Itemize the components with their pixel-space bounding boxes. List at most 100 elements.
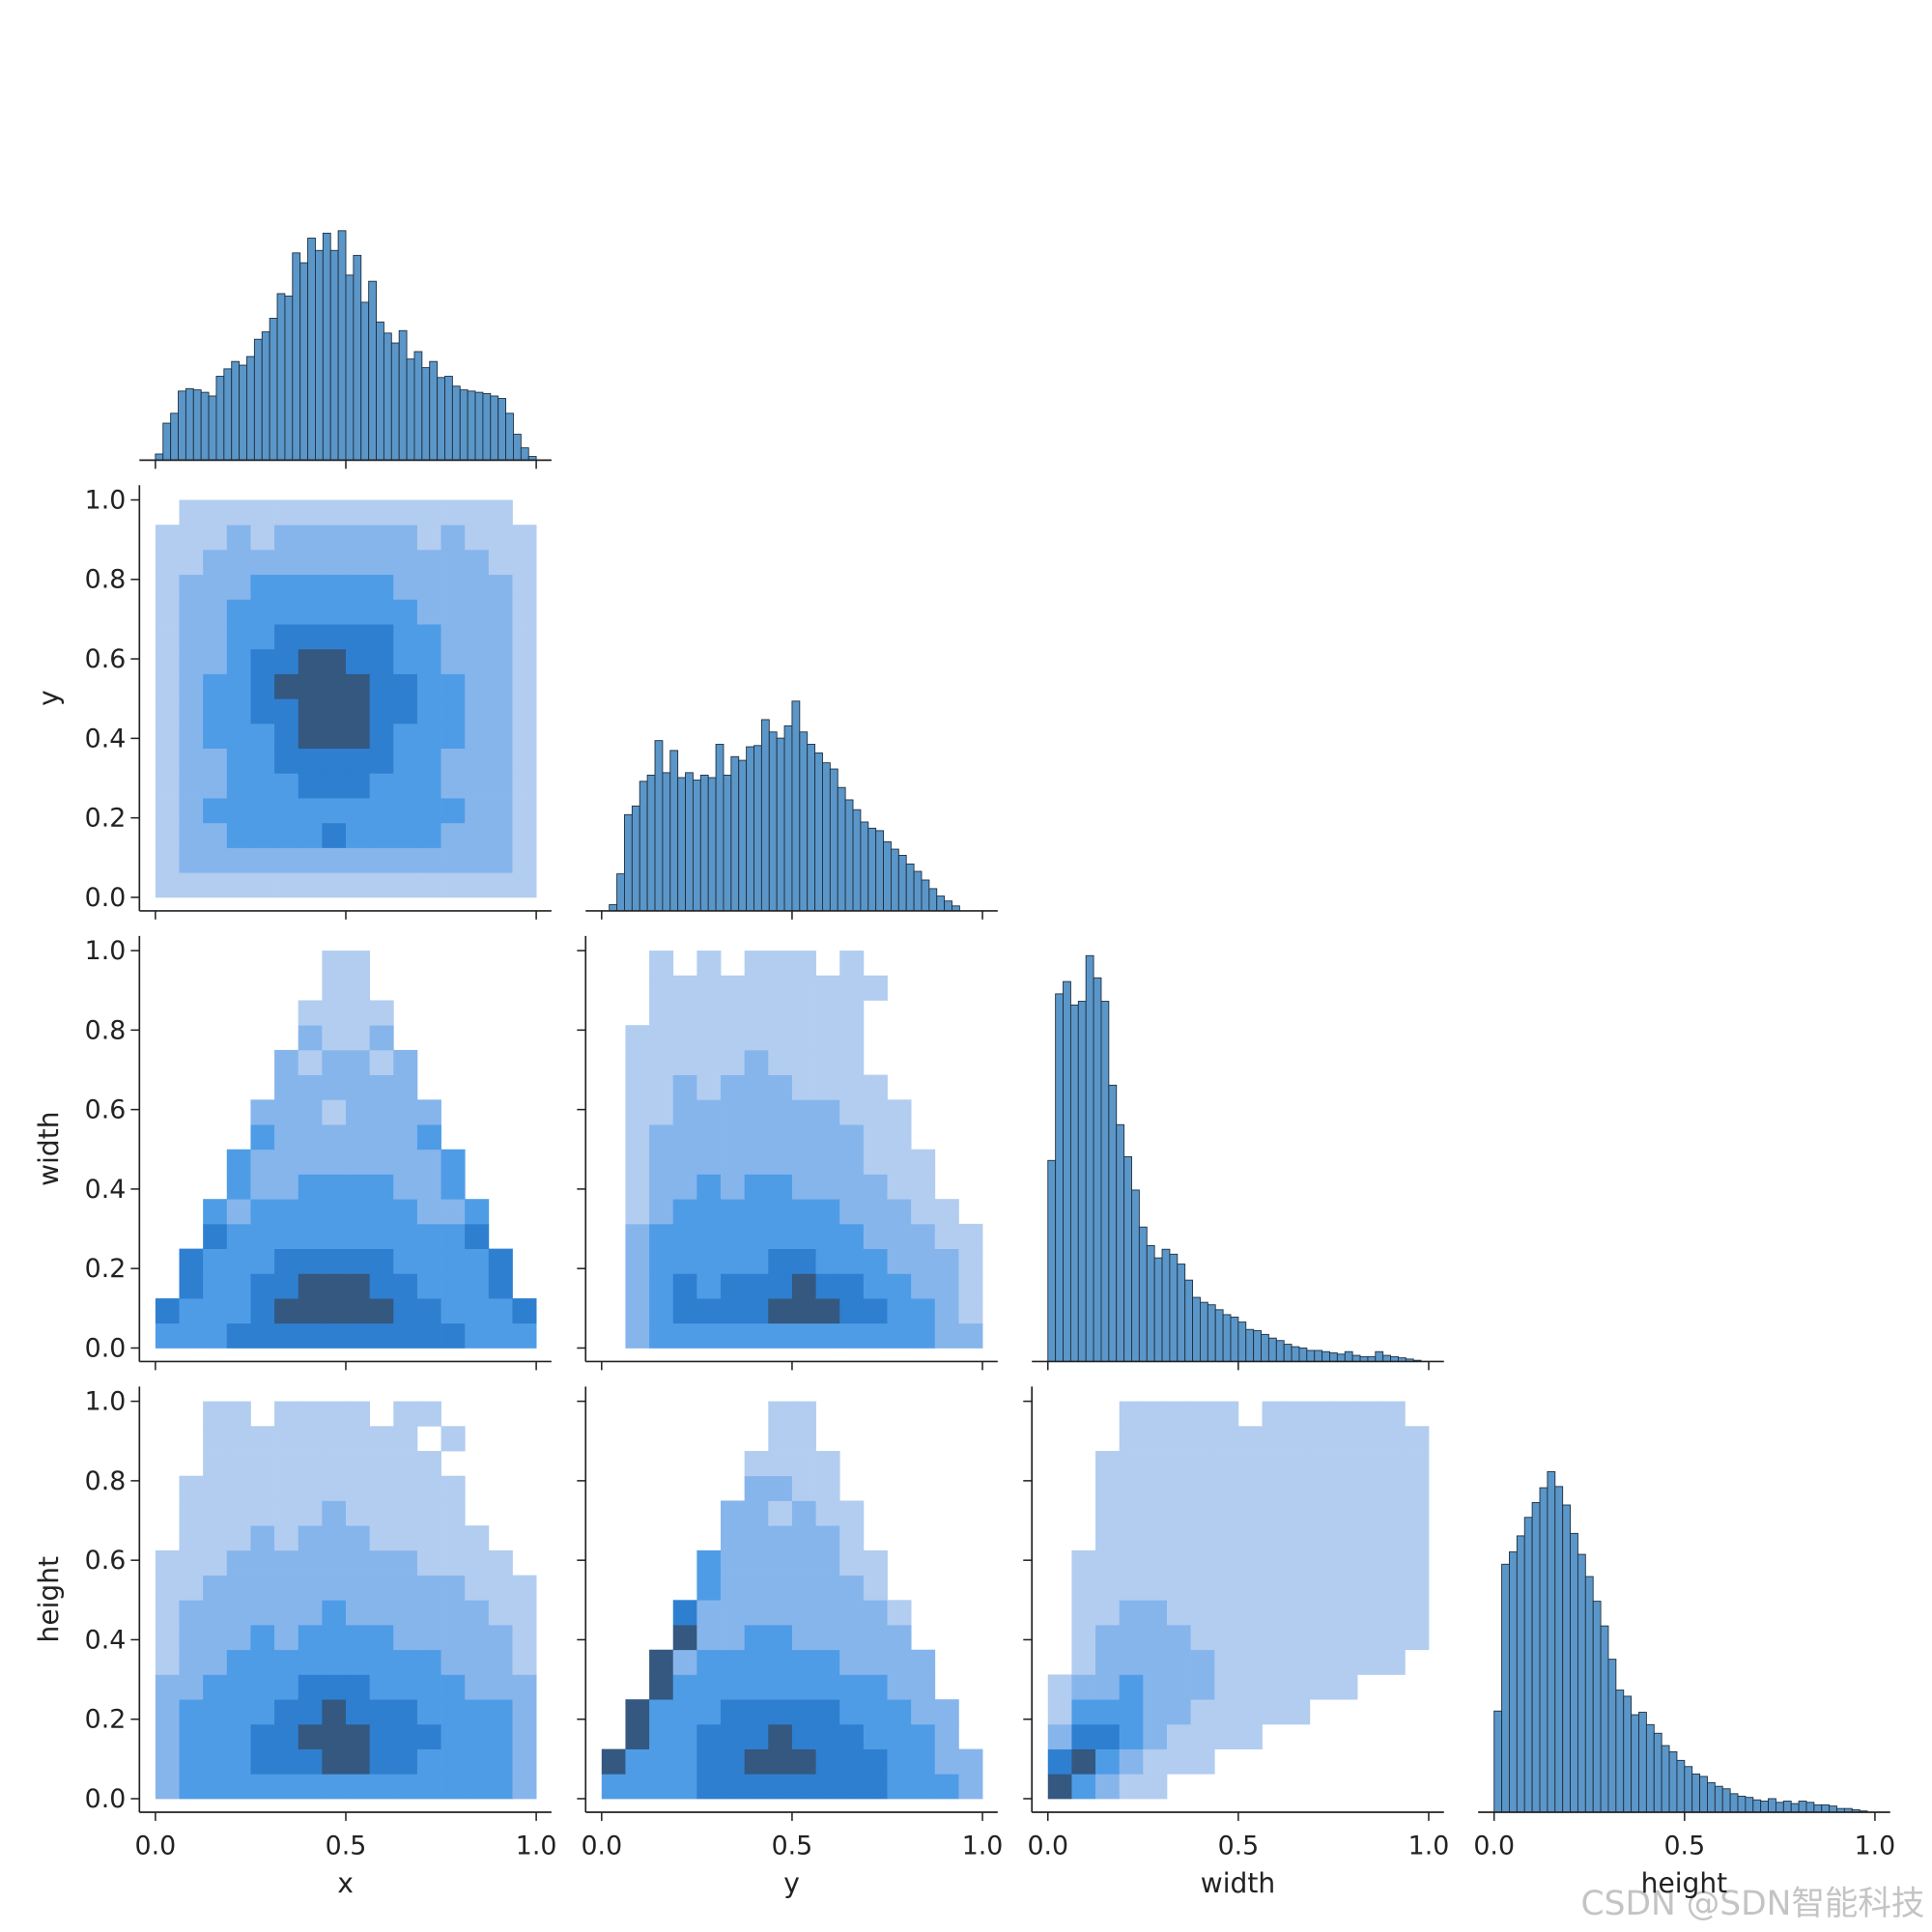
hist2d-cell (649, 975, 674, 1001)
hist2d-cell (672, 1223, 697, 1249)
hist2d-cell (416, 525, 441, 551)
hist2d-cell (958, 1223, 983, 1249)
hist2d-cell (393, 822, 418, 848)
hist-bar (1638, 1712, 1647, 1813)
hist2d-cell (672, 1649, 697, 1675)
hist2d-cell (298, 549, 323, 576)
hist2d-cell (673, 1525, 697, 1550)
hist2d-cell (489, 1451, 513, 1476)
hist2d-cell (1214, 1625, 1239, 1651)
hist2d-cell (1309, 1600, 1334, 1626)
hist2d-cell (815, 1049, 840, 1076)
hist2d-cell (417, 1025, 441, 1050)
hist2d-cell (369, 1298, 394, 1324)
hist2d-cell (512, 525, 537, 551)
hist2d-cell (512, 698, 537, 724)
hist2d-cell (935, 1402, 959, 1427)
hist2d-cell (512, 1500, 536, 1525)
hist2d-cell (649, 1322, 674, 1349)
hist-bar (467, 390, 476, 461)
hist2d-cell (768, 1600, 793, 1626)
hist2d-cell (488, 1575, 513, 1601)
hist2d-cell (1405, 1774, 1429, 1799)
x-tick-label: 0.5 (326, 1831, 367, 1861)
hist2d-cell (416, 1575, 441, 1601)
hist2d-cell (203, 1625, 228, 1651)
hist2d-cell (1166, 1600, 1191, 1626)
hist2d-cell (298, 1549, 323, 1576)
hist2d-cell (489, 1426, 513, 1451)
hist2d-cell (298, 499, 323, 526)
hist2d-cell (1262, 1625, 1287, 1651)
hist2d-cell (250, 1525, 275, 1551)
hist2d-cell (250, 1124, 275, 1151)
hist2d-cell (488, 798, 513, 824)
hist2d-cell (1357, 1674, 1381, 1699)
hist2d-cell (393, 1549, 418, 1576)
hist2d-cell (791, 1149, 816, 1175)
hist2d-cell (322, 872, 347, 898)
hist2d-cell (465, 872, 490, 898)
hist2d-cell (393, 1401, 418, 1427)
hist2d-cell (440, 1199, 466, 1225)
hist2d-cell (1190, 1575, 1215, 1601)
hist2d-cell (345, 1049, 371, 1076)
hist2d-cell (179, 773, 204, 799)
hist2d-cell (935, 1124, 959, 1150)
hist-bar (1336, 1353, 1346, 1362)
hist2d-cell (416, 499, 441, 526)
hist2d-cell (1309, 1401, 1334, 1427)
hist2d-cell (602, 1550, 626, 1576)
hist2d-cell (863, 1124, 888, 1151)
hist2d-cell (791, 1174, 816, 1200)
y-tick-label: 0.4 (85, 1625, 127, 1655)
y-tick-label: 0.0 (85, 883, 127, 913)
hist2d-cell (203, 976, 227, 1001)
hist2d-cell (649, 1124, 674, 1151)
hist-bar (1100, 1001, 1110, 1362)
hist2d-cell (839, 1774, 865, 1800)
hist2d-cell (369, 698, 394, 724)
hist2d-cell (887, 1426, 911, 1451)
hist2d-cell (696, 1298, 722, 1324)
hist2d-cell (839, 1322, 865, 1349)
hist2d-cell (744, 1248, 769, 1274)
hist2d-cell (935, 1426, 959, 1451)
hist2d-cell (649, 1000, 674, 1026)
hist2d-cell (369, 847, 394, 873)
hist2d-cell (839, 1451, 864, 1476)
y-tick-label: 0.6 (85, 644, 127, 674)
hist2d-cell (416, 822, 441, 848)
hist2d-cell (1357, 1401, 1382, 1427)
hist2d-cell (345, 1649, 371, 1675)
hist2d-cell (274, 1049, 299, 1076)
hist2d-cell (250, 1322, 275, 1349)
hist2d-cell (815, 1748, 840, 1775)
hist2d-cell (488, 1322, 513, 1349)
hist2d-cell (887, 1699, 912, 1725)
hist2d-cell (298, 723, 323, 750)
hist2d-cell (416, 748, 441, 774)
hist2d-cell (250, 1000, 274, 1025)
hist2d-cell (839, 1649, 865, 1675)
hist2d-cell (958, 1050, 982, 1075)
hist2d-cell (156, 1050, 180, 1075)
hist2d-cell (393, 723, 418, 750)
hist2d-cell (672, 1025, 697, 1051)
hist2d-cell (1286, 1724, 1310, 1749)
hist2d-cell (839, 1000, 865, 1026)
hist2d-cell (768, 951, 793, 977)
hist-bar (860, 821, 869, 912)
hist2d-cell (393, 1748, 418, 1775)
hist2d-cell (839, 1074, 865, 1100)
hist2d-cell (393, 1475, 418, 1501)
hist2d-cell (179, 872, 204, 898)
hist2d-cell (298, 1774, 323, 1800)
hist2d-cell (791, 1025, 816, 1051)
hist2d-cell (911, 1248, 936, 1274)
hist2d-cell (887, 1402, 911, 1427)
y-axis-label: y (33, 690, 65, 706)
hist2d-cell (489, 1199, 513, 1224)
hist-bar (829, 768, 838, 912)
hist2d-cell (1263, 1749, 1287, 1775)
